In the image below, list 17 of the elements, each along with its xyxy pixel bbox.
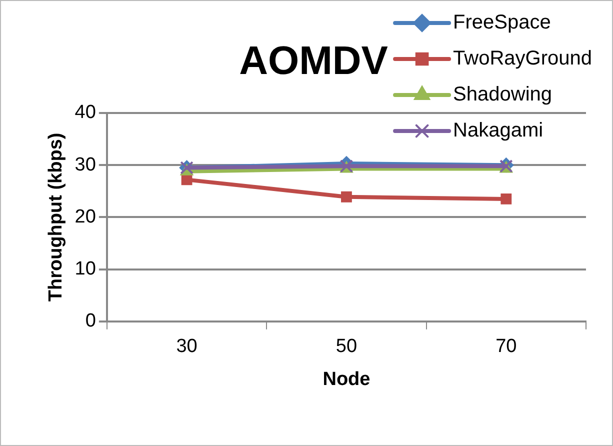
x-tick-label: 30: [176, 336, 198, 358]
legend-label: Nakagami: [453, 120, 544, 142]
point: [341, 191, 352, 202]
x-axis-title: Node: [322, 368, 370, 390]
y-tick-label: 10: [74, 258, 96, 280]
point: [500, 194, 512, 204]
y-axis-title: Throughput (kbps): [46, 132, 67, 302]
legend-label: FreeSpace: [453, 12, 551, 34]
x-tick-label: 70: [496, 336, 517, 358]
y-tick-label: 0: [85, 310, 96, 332]
x-tick-label: 50: [336, 336, 358, 358]
legend-label: TwoRayGround: [453, 48, 592, 70]
y-tick-label: 20: [74, 206, 96, 228]
y-tick-label: 30: [74, 154, 96, 176]
legend-label: Shadowing: [453, 84, 552, 106]
chart-title: AOMDV: [239, 39, 388, 84]
y-tick-label: 40: [74, 102, 96, 124]
